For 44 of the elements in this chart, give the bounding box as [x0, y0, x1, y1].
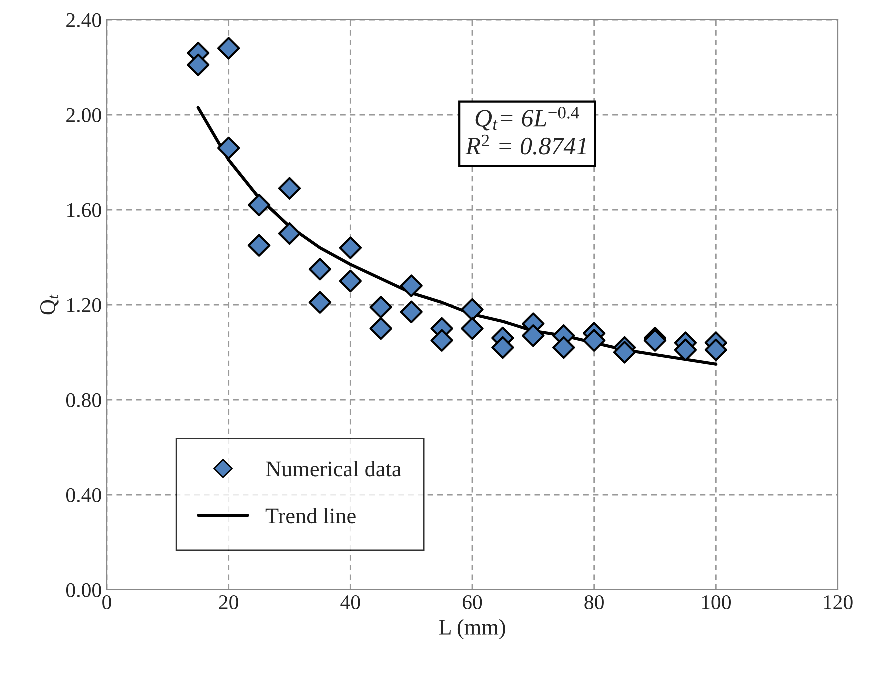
- x-tick-label: 100: [702, 595, 731, 610]
- y-tick-label: 0.00: [66, 583, 102, 598]
- point: [278, 177, 302, 200]
- x-tick-label: 40: [340, 595, 360, 610]
- x-tick-label: 0: [102, 595, 112, 610]
- point: [187, 54, 210, 76]
- y-tick-label: 1.20: [68, 298, 102, 313]
- point: [461, 317, 484, 340]
- text: Q$_{t}$= 6L$^{−0.4}$ R$^{2}$ = 0.8741: [466, 106, 586, 155]
- point: [582, 329, 606, 352]
- point: [308, 291, 332, 314]
- point: [217, 37, 240, 60]
- point: [704, 338, 728, 362]
- x-tick-label: 120: [824, 595, 853, 610]
- point: [552, 336, 576, 360]
- point: [370, 317, 392, 340]
- y-tick-label: 0.40: [66, 488, 102, 503]
- point: [339, 270, 362, 293]
- point: [217, 136, 240, 160]
- point: [339, 236, 362, 260]
- x-tick-label: 20: [219, 595, 238, 610]
- y-tick-label: 2.00: [66, 108, 102, 123]
- legend-label: Trend line: [266, 508, 356, 524]
- y-tick-label: 0.80: [66, 393, 102, 408]
- point: [278, 222, 302, 246]
- point: [308, 258, 332, 281]
- point: [461, 298, 484, 322]
- x-axis-title: L (mm): [439, 619, 506, 640]
- point: [522, 324, 545, 348]
- point: [400, 300, 423, 324]
- legend-label: Numerical data: [266, 461, 402, 477]
- point: [674, 338, 698, 362]
- y-axis-title: Q$_{t}$: [40, 294, 59, 315]
- y-tick-label: 2.40: [66, 13, 102, 28]
- point: [430, 329, 454, 352]
- x-tick-label: 60: [462, 595, 482, 610]
- point: [492, 336, 514, 360]
- y-tick-label: 1.60: [68, 203, 102, 218]
- point: [248, 194, 271, 217]
- x-tick-label: 80: [584, 595, 604, 610]
- point: [370, 296, 392, 319]
- point: [248, 234, 271, 257]
- point: [400, 274, 423, 298]
- point: [613, 341, 636, 364]
